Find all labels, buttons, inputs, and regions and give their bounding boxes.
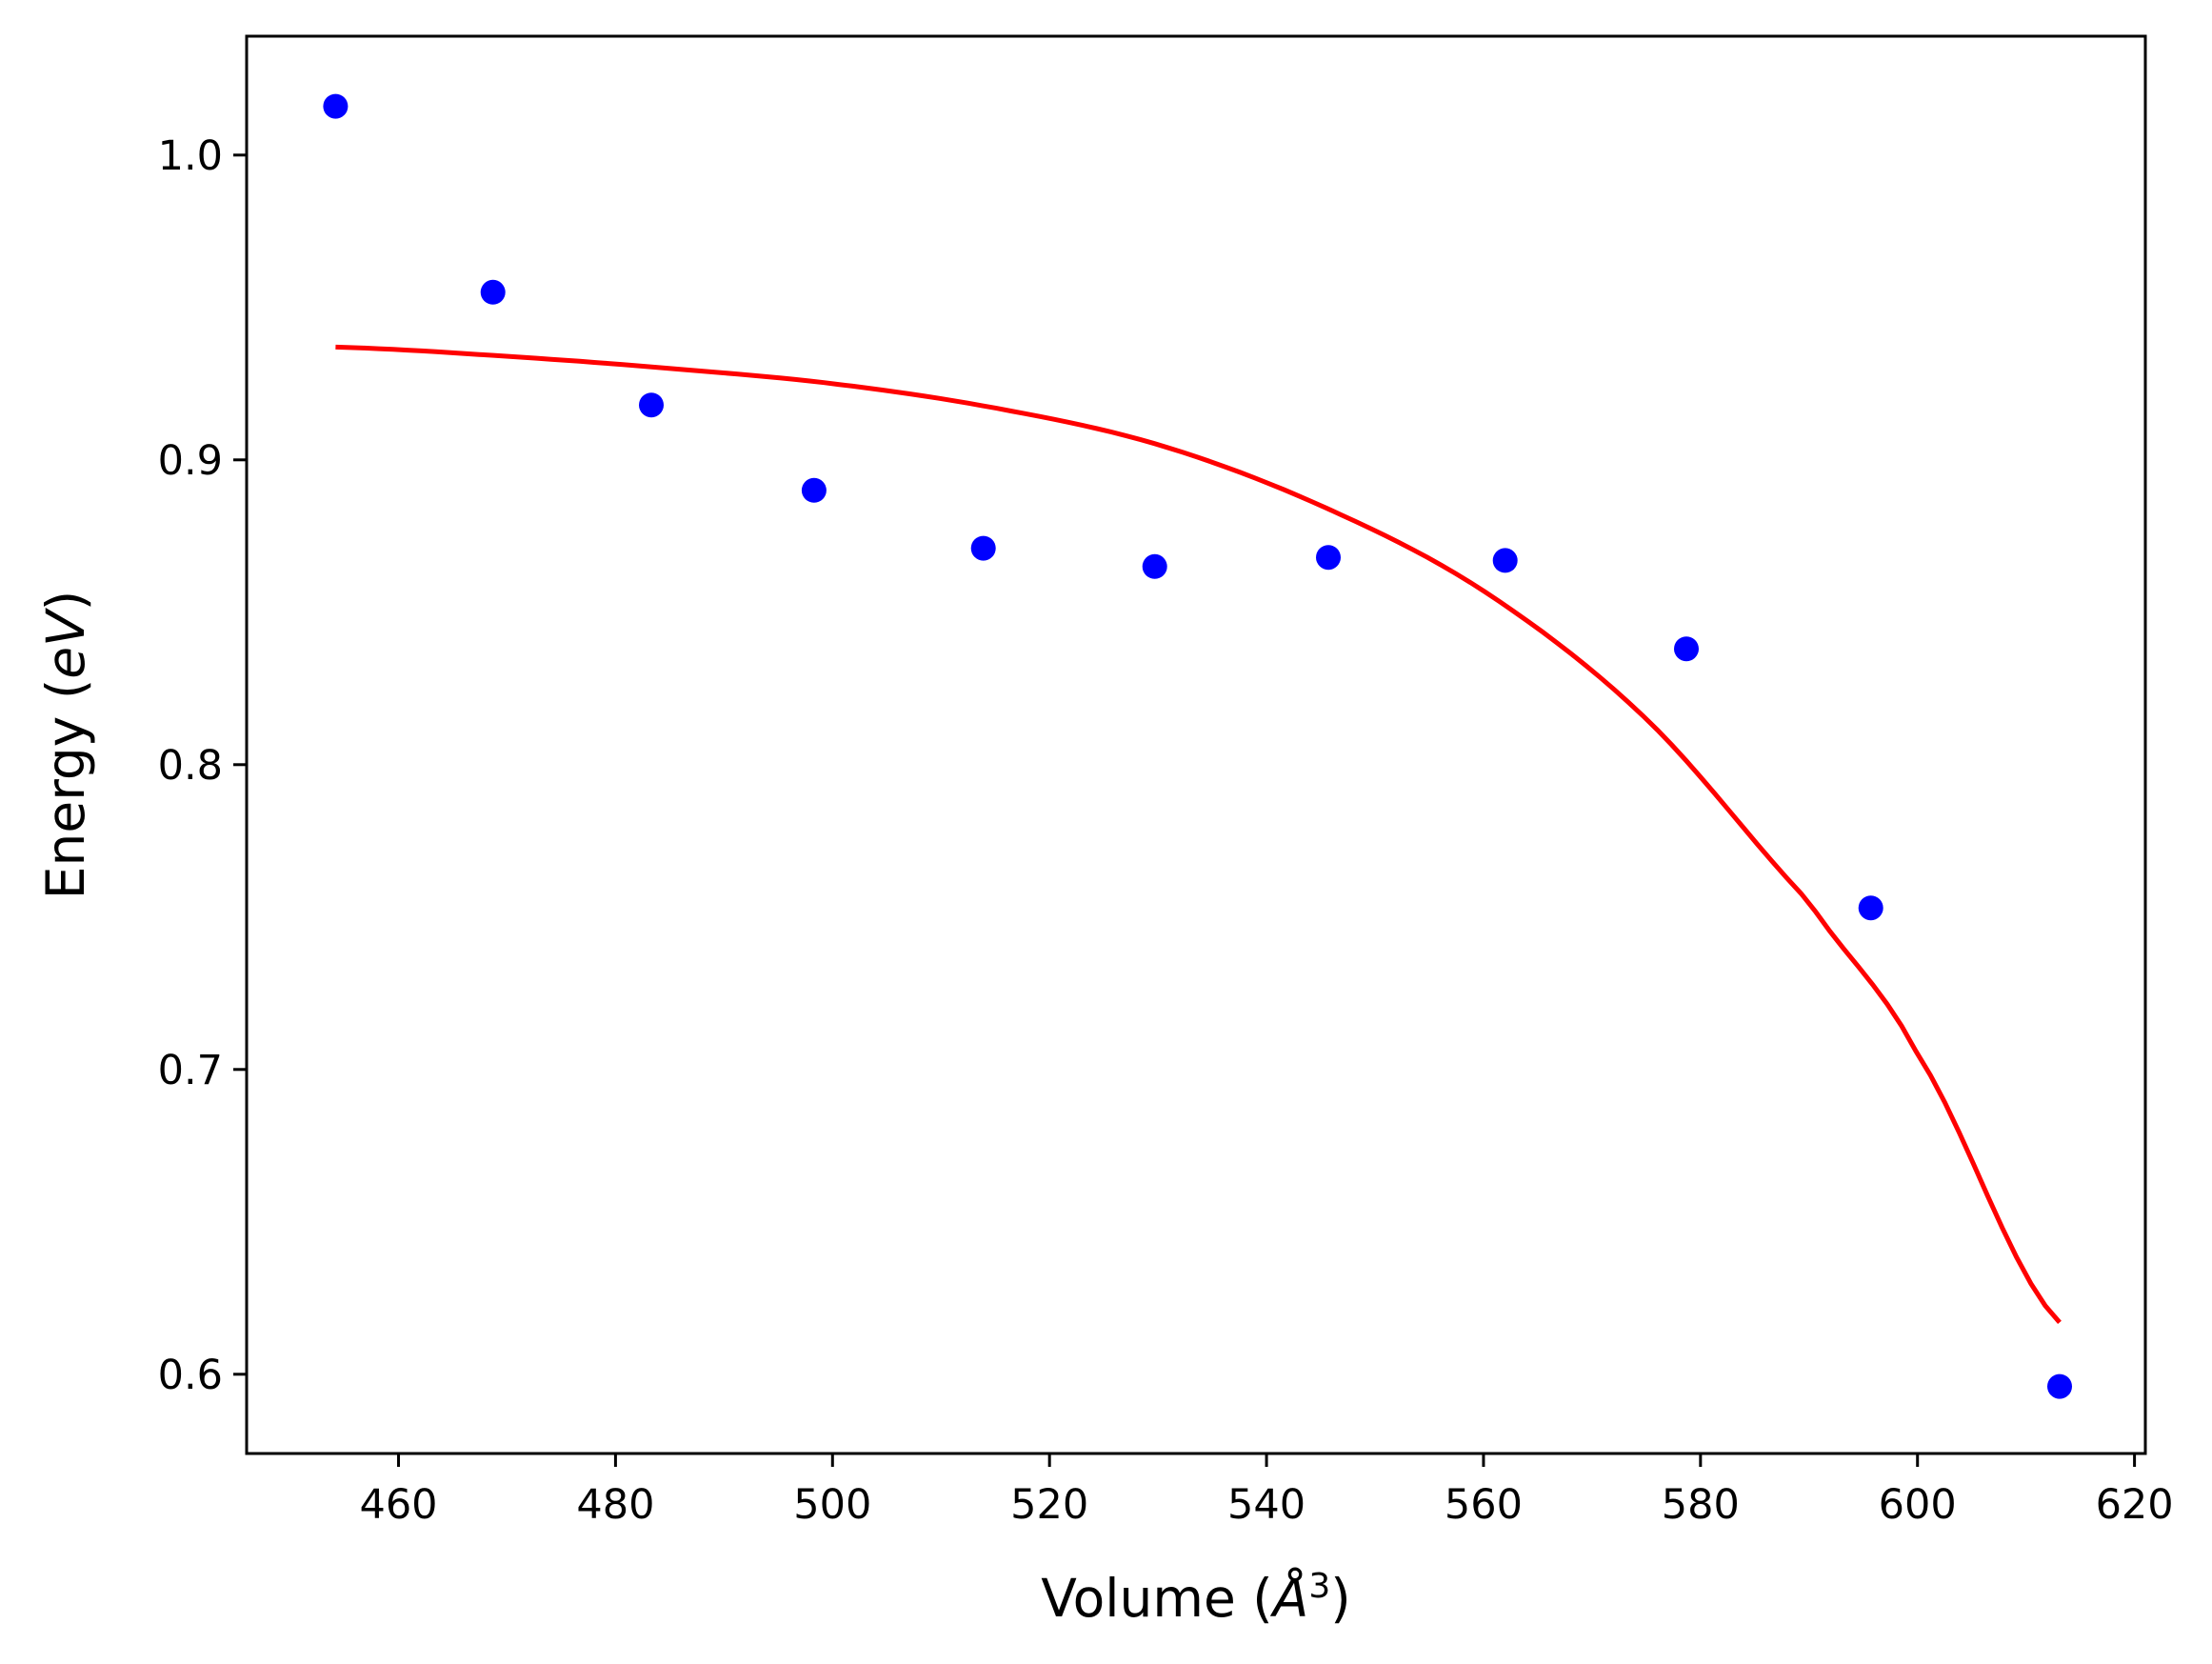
- x-tick-label: 460: [359, 1481, 437, 1529]
- data-point: [639, 392, 664, 418]
- x-axis: 460 480 500 520 540 560 580 600 620: [359, 1453, 2174, 1529]
- x-tick-label: 480: [576, 1481, 654, 1529]
- y-axis-title: Energy (eV): [35, 591, 96, 899]
- data-point: [480, 279, 506, 305]
- y-axis-title-pre: Energy (: [35, 679, 96, 900]
- x-tick-label: 620: [2096, 1481, 2174, 1529]
- x-axis-title-post: ): [1330, 1568, 1350, 1629]
- y-axis: 0.6 0.7 0.8 0.9 1.0: [158, 132, 247, 1399]
- data-point: [1674, 636, 1699, 662]
- y-axis-title-post: ): [35, 591, 96, 611]
- x-axis-title-pre: Volume (: [1041, 1568, 1273, 1629]
- series-layer: [323, 93, 2072, 1399]
- x-axis-title: Volume (Å3): [1041, 1567, 1351, 1629]
- data-point: [970, 535, 996, 561]
- data-point: [1492, 548, 1518, 573]
- x-tick-label: 580: [1662, 1481, 1740, 1529]
- x-tick-label: 560: [1445, 1481, 1523, 1529]
- y-tick-label: 0.8: [158, 742, 223, 790]
- x-axis-title-sup: 3: [1308, 1567, 1330, 1606]
- data-point: [1142, 553, 1167, 579]
- data-point: [801, 477, 827, 503]
- data-point: [1858, 895, 1883, 921]
- x-tick-label: 600: [1879, 1481, 1957, 1529]
- fit-curve-line: [335, 344, 2062, 1325]
- x-tick-label: 540: [1227, 1481, 1305, 1529]
- y-tick-label: 0.6: [158, 1352, 223, 1399]
- data-point: [1316, 545, 1341, 571]
- plot-area-frame: [245, 34, 2147, 1455]
- data-point: [2047, 1373, 2072, 1399]
- x-axis-title-italic: Å: [1270, 1567, 1309, 1629]
- y-axis-title-italic: eV: [35, 608, 96, 679]
- x-tick-label: 520: [1010, 1481, 1088, 1529]
- x-tick-label: 500: [793, 1481, 871, 1529]
- y-tick-label: 1.0: [158, 132, 223, 180]
- data-point: [323, 93, 349, 119]
- y-tick-label: 0.7: [158, 1047, 223, 1094]
- y-tick-label: 0.9: [158, 437, 223, 485]
